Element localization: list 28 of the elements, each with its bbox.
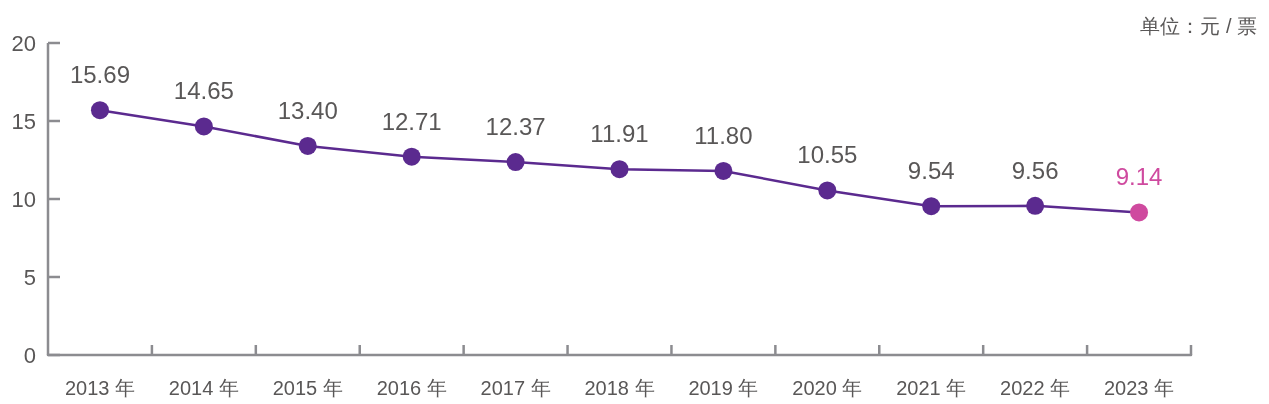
x-tick-label: 2013 年	[64, 377, 135, 399]
x-tick-label: 2022 年	[1000, 377, 1071, 399]
x-tick-label: 2016 年	[376, 377, 447, 399]
data-label: 11.80	[694, 121, 753, 149]
x-tick-label: 2021 年	[896, 377, 967, 399]
x-tick-label: 2023 年	[1104, 377, 1175, 399]
x-tick-label: 2017 年	[480, 377, 551, 399]
x-tick-label: 2015 年	[272, 377, 343, 399]
data-label: 12.71	[381, 107, 442, 135]
y-tick-label: 15	[11, 108, 36, 134]
data-label: 14.65	[173, 77, 234, 105]
x-tick-label: 2014 年	[168, 377, 239, 399]
data-label: 15.69	[69, 61, 130, 89]
data-label: 9.54	[907, 157, 955, 185]
y-tick-label: 20	[11, 30, 36, 56]
data-label: 13.40	[277, 96, 338, 124]
data-label: 11.91	[590, 120, 649, 148]
y-tick-label: 0	[23, 342, 36, 368]
data-label: 10.55	[797, 141, 858, 169]
x-tick-label: 2019 年	[688, 377, 759, 399]
data-label: 9.56	[1011, 156, 1059, 184]
annotation: 单位：元 / 票	[1140, 15, 1257, 37]
data-label: 9.14	[1115, 163, 1163, 191]
x-tick-label: 2020 年	[792, 377, 863, 399]
y-tick-label: 5	[23, 264, 36, 290]
x-tick-label: 2018 年	[584, 377, 655, 399]
data-label: 12.37	[485, 113, 546, 141]
y-tick-label: 10	[11, 186, 36, 212]
